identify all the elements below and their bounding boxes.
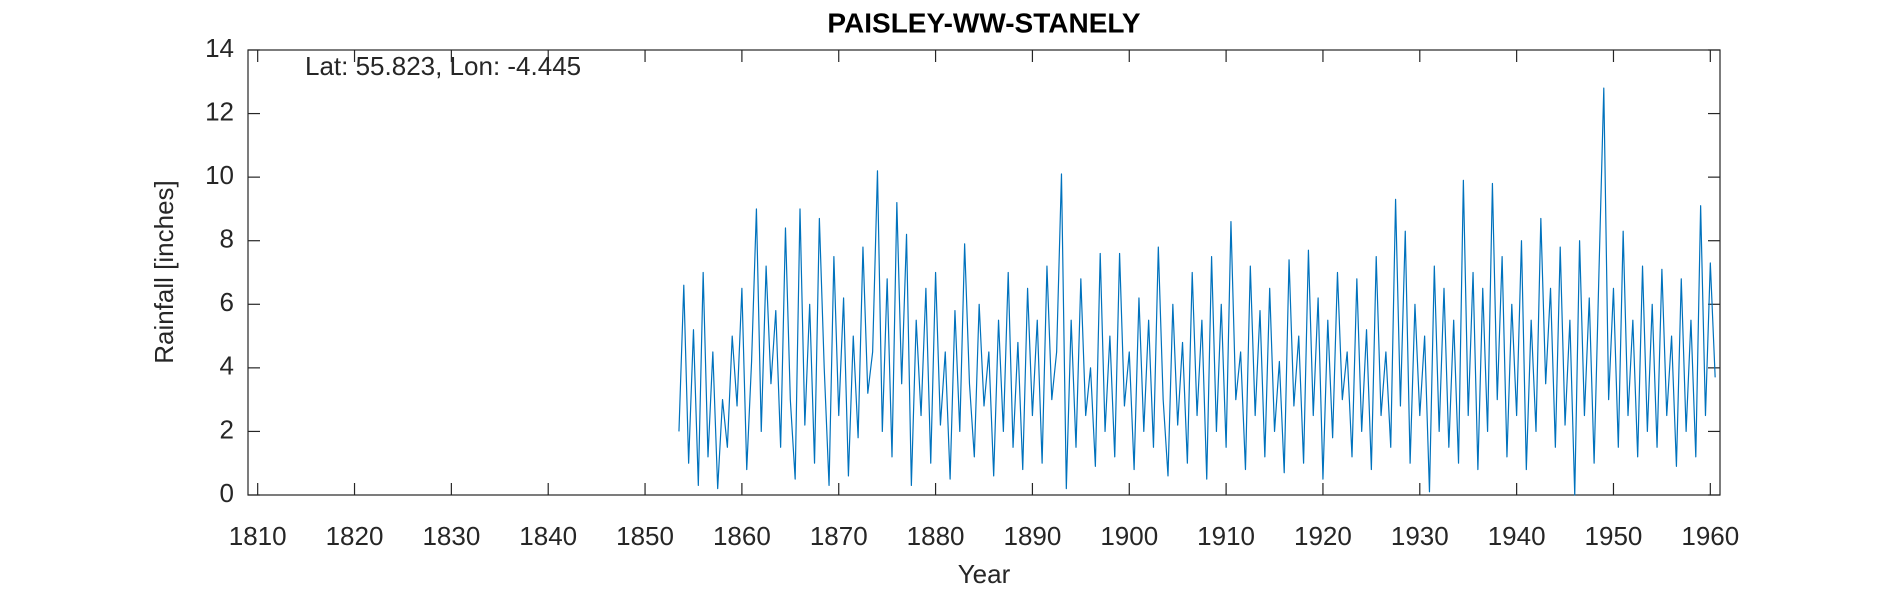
y-tick-label: 14 <box>205 33 234 63</box>
y-tick-label: 10 <box>205 160 234 190</box>
annotation: Lat: 55.823, Lon: -4.445 <box>305 51 581 81</box>
y-tick-label: 4 <box>220 351 234 381</box>
y-tick-label: 12 <box>205 96 234 126</box>
x-tick-label: 1890 <box>1003 521 1061 551</box>
x-tick-label: 1930 <box>1391 521 1449 551</box>
data-line <box>678 87 1716 496</box>
y-tick-label: 6 <box>220 287 234 317</box>
plot-area <box>247 49 1721 496</box>
x-tick-label: 1920 <box>1294 521 1352 551</box>
x-tick-label: 1940 <box>1488 521 1546 551</box>
y-tick-label: 2 <box>220 414 234 444</box>
x-tick-label: 1910 <box>1197 521 1255 551</box>
x-tick-label: 1850 <box>616 521 674 551</box>
x-tick-label: 1880 <box>907 521 965 551</box>
x-tick-label: 1900 <box>1100 521 1158 551</box>
chart-title: PAISLEY-WW-STANELY <box>827 7 1140 38</box>
x-tick-label: 1840 <box>519 521 577 551</box>
y-tick-label: 8 <box>220 224 234 254</box>
x-tick-label: 1830 <box>422 521 480 551</box>
y-axis-label: Rainfall [inches] <box>149 180 179 364</box>
x-axis-label: Year <box>958 559 1011 589</box>
x-tick-label: 1870 <box>810 521 868 551</box>
x-tick-label: 1950 <box>1585 521 1643 551</box>
x-tick-label: 1820 <box>326 521 384 551</box>
x-tick-label: 1960 <box>1681 521 1739 551</box>
x-tick-label: 1810 <box>229 521 287 551</box>
x-tick-label: 1860 <box>713 521 771 551</box>
y-tick-label: 0 <box>220 478 234 508</box>
